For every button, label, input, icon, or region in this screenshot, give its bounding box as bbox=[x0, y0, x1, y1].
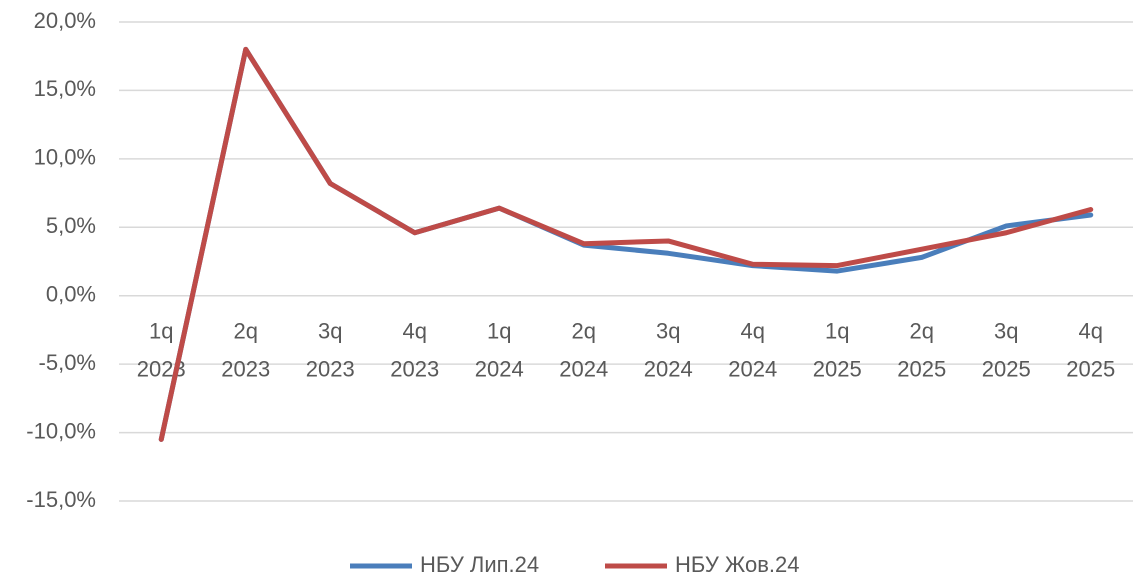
x-tick-label: 3q bbox=[656, 319, 680, 344]
y-tick-label: 15,0% bbox=[34, 76, 96, 101]
x-tick-label: 3q bbox=[994, 319, 1018, 344]
y-tick-label: -10,0% bbox=[26, 418, 96, 443]
y-tick-label: -15,0% bbox=[26, 487, 96, 512]
x-tick-label: 4q bbox=[741, 319, 765, 344]
x-tick-label: 1q bbox=[825, 319, 849, 344]
x-tick-label: 4q bbox=[1079, 319, 1103, 344]
y-tick-label: -5,0% bbox=[39, 350, 96, 375]
x-tick-label: 1q bbox=[149, 319, 173, 344]
x-tick-label: 4q bbox=[403, 319, 427, 344]
y-tick-label: 20,0% bbox=[34, 8, 96, 33]
series-line bbox=[158, 46, 1094, 442]
x-tick-label: 2025 bbox=[813, 357, 862, 382]
x-tick-label: 2024 bbox=[559, 357, 608, 382]
x-tick-label: 2q bbox=[910, 319, 934, 344]
x-tick-label: 2025 bbox=[897, 357, 946, 382]
x-tick-label: 1q bbox=[487, 319, 511, 344]
x-tick-label: 2024 bbox=[728, 357, 777, 382]
x-tick-label: 2023 bbox=[390, 357, 439, 382]
y-tick-label: 5,0% bbox=[46, 213, 96, 238]
x-tick-label: 2q bbox=[572, 319, 596, 344]
x-tick-label: 2025 bbox=[982, 357, 1031, 382]
legend-label: НБУ Жов.24 bbox=[675, 552, 799, 577]
x-tick-label: 2q bbox=[234, 319, 258, 344]
x-tick-label: 2025 bbox=[1066, 357, 1115, 382]
x-tick-label: 2024 bbox=[644, 357, 693, 382]
y-tick-label: 0,0% bbox=[46, 282, 96, 307]
y-tick-label: 10,0% bbox=[34, 145, 96, 170]
x-tick-label: 3q bbox=[318, 319, 342, 344]
x-tick-label: 2024 bbox=[475, 357, 524, 382]
legend-label: НБУ Лип.24 bbox=[420, 552, 539, 577]
x-tick-label: 2023 bbox=[306, 357, 355, 382]
x-tick-label: 2023 bbox=[221, 357, 270, 382]
